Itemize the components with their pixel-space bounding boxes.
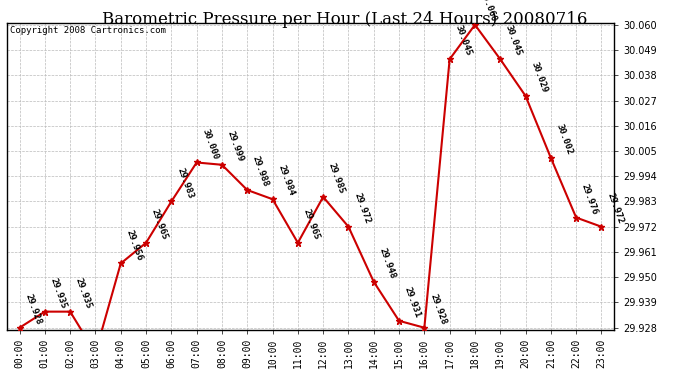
Text: 29.928: 29.928 — [428, 292, 448, 326]
Text: 30.045: 30.045 — [504, 24, 524, 57]
Text: 30.029: 30.029 — [529, 61, 549, 94]
Text: 29.928: 29.928 — [23, 292, 43, 326]
Text: 30.060: 30.060 — [479, 0, 498, 23]
Text: Copyright 2008 Cartronics.com: Copyright 2008 Cartronics.com — [10, 26, 166, 34]
Text: 29.956: 29.956 — [125, 228, 144, 262]
Text: 29.935: 29.935 — [48, 276, 68, 310]
Text: 30.045: 30.045 — [453, 24, 473, 57]
Text: Barometric Pressure per Hour (Last 24 Hours) 20080716: Barometric Pressure per Hour (Last 24 Ho… — [102, 11, 588, 28]
Text: 29.985: 29.985 — [327, 162, 346, 195]
Text: 29.931: 29.931 — [403, 286, 422, 319]
Text: 29.983: 29.983 — [175, 166, 195, 200]
Text: 30.002: 30.002 — [555, 123, 574, 156]
Text: 29.984: 29.984 — [276, 164, 296, 197]
Text: 29.988: 29.988 — [251, 155, 270, 188]
Text: 29.965: 29.965 — [302, 208, 321, 241]
Text: 29.976: 29.976 — [580, 182, 600, 216]
Text: 29.999: 29.999 — [226, 129, 245, 163]
Text: 30.000: 30.000 — [201, 127, 220, 160]
Text: 29.948: 29.948 — [377, 247, 397, 280]
Text: 29.935: 29.935 — [74, 276, 93, 310]
Text: 29.917: 29.917 — [0, 374, 1, 375]
Text: 29.972: 29.972 — [353, 192, 372, 225]
Text: 29.972: 29.972 — [605, 192, 624, 225]
Text: 29.965: 29.965 — [150, 208, 169, 241]
